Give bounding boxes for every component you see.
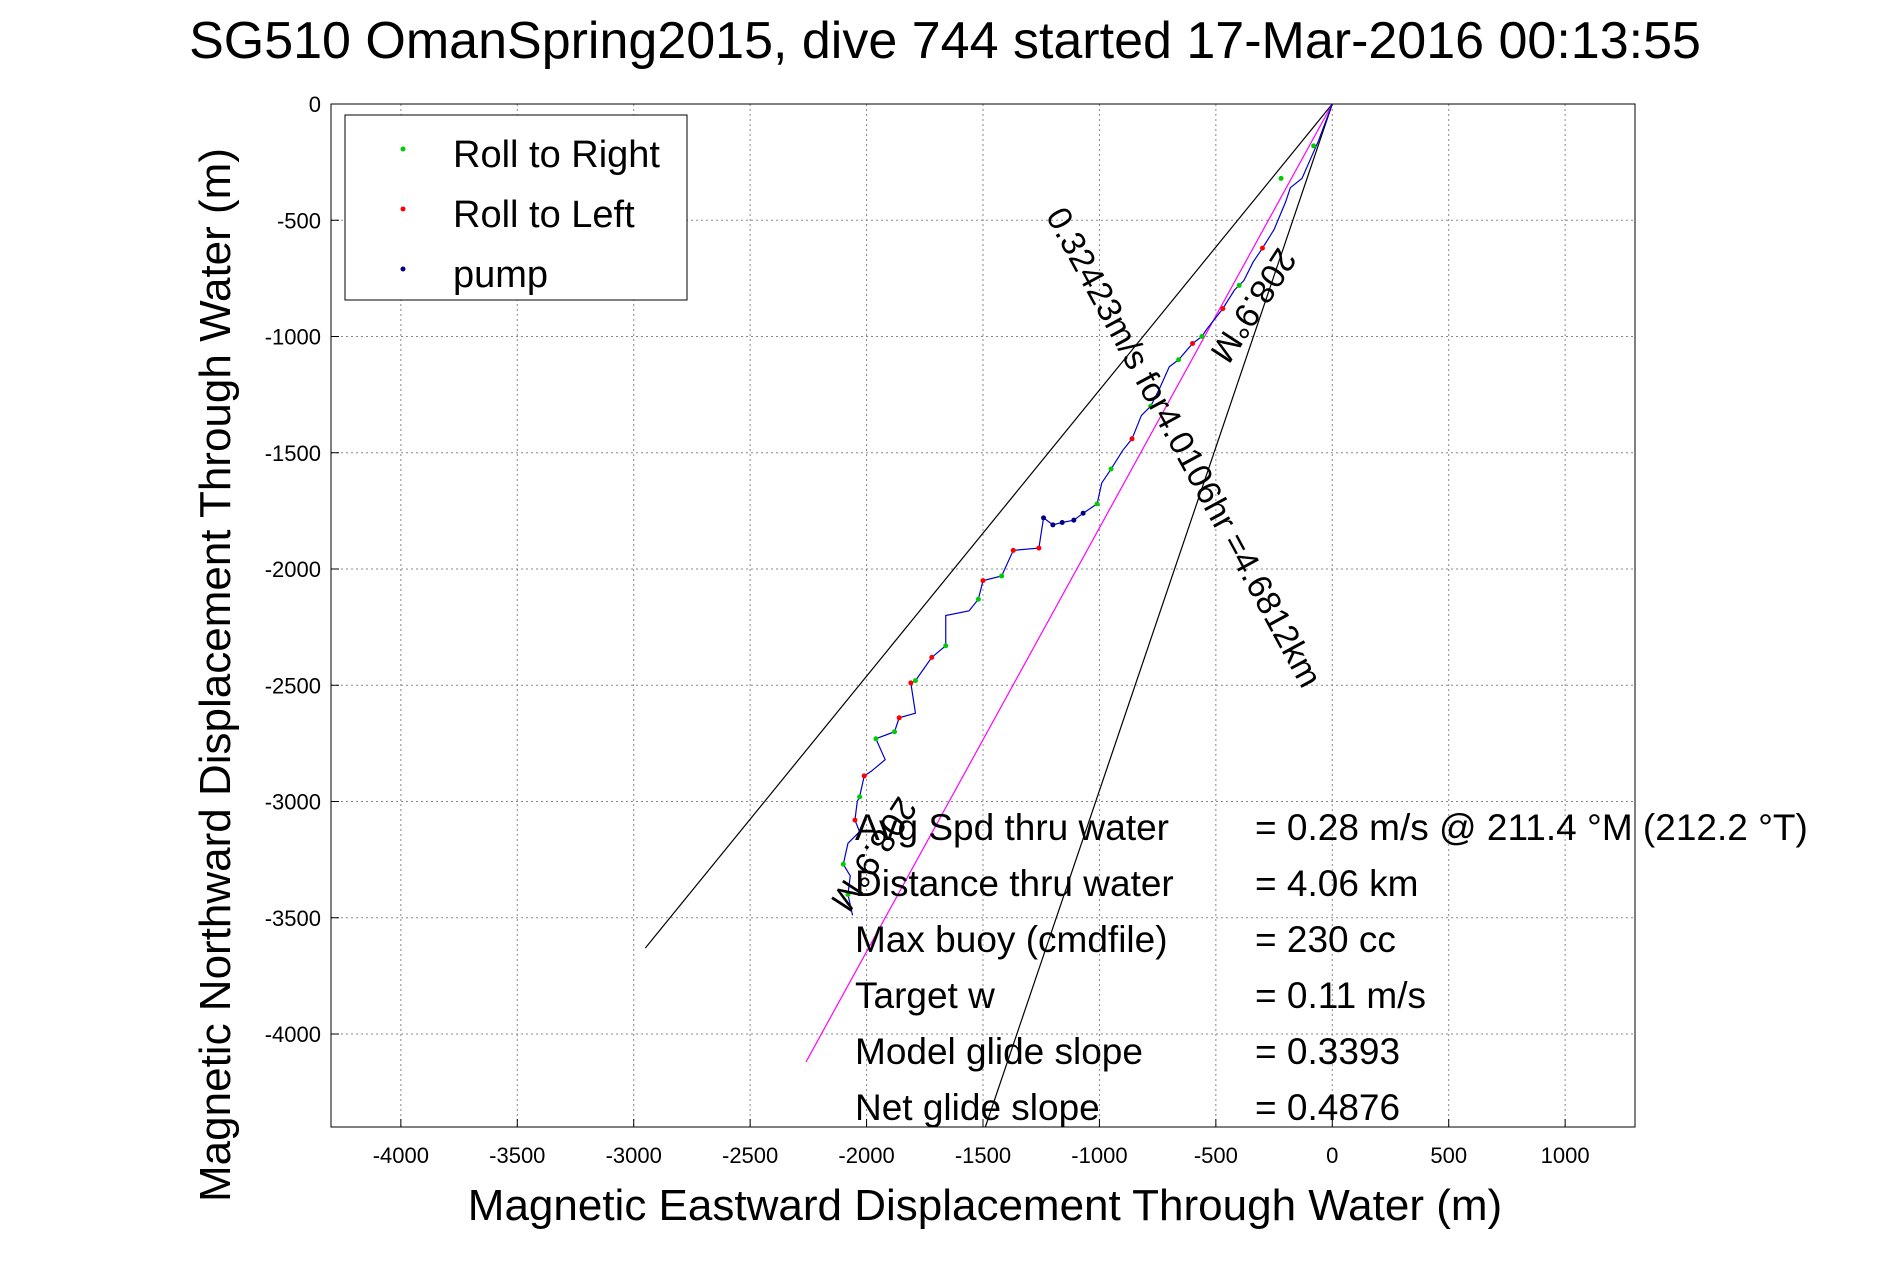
stat-value: = 0.28 m/s @ 211.4 °M (212.2 °T) [1255,807,1808,848]
stat-value: = 230 cc [1255,919,1396,960]
marker-right [857,794,863,800]
marker-right [845,892,851,897]
x-tick-label: -3000 [606,1143,662,1168]
marker-left [1220,306,1226,312]
x-tick-labels: -4000 -3500 -3000 -2500 -2000 -1500 -1000 -500 0… [373,1119,1590,1168]
chart-title: SG510 OmanSpring2015, dive 744 started 1… [189,12,1701,70]
legend-entry-label: Roll to Left [453,194,635,236]
stat-label: Net glide slope [855,1087,1100,1128]
stats-table: Avg Spd thru water = 0.28 m/s @ 211.4 °M … [855,807,1808,1128]
marker-left [929,654,935,660]
stat-label: Model glide slope [855,1031,1143,1072]
legend-marker [400,206,406,212]
legend: Roll to Right Roll to Left pump [344,114,688,301]
marker-right [1148,403,1154,409]
x-tick-label: 1000 [1541,1143,1590,1168]
x-tick-label: -3500 [489,1143,545,1168]
guide-lines [644,103,1333,1128]
stat-value: = 0.3393 [1255,1031,1400,1072]
y-tick-label: -3000 [265,790,321,815]
x-tick-label: -1000 [1071,1143,1127,1168]
marker-pump [1050,522,1056,528]
y-tick-label: -2000 [265,557,321,582]
marker-pump [1080,510,1086,516]
x-tick-label: -500 [1194,1143,1238,1168]
legend-entry-label: pump [453,254,548,296]
heading-upper-label: 208.9°M [1203,242,1304,369]
stat-label: Target w [855,975,995,1016]
y-tick-label: -2500 [265,673,321,698]
y-tick-label: -1500 [265,441,321,466]
legend-marker [400,266,406,272]
marker-left [896,715,902,721]
marker-right [840,861,846,867]
marker-right [1108,466,1114,472]
y-axis-label: Magnetic Northward Displacement Through … [191,148,240,1202]
stat-value: = 4.06 km [1255,863,1419,904]
marker-left [980,578,986,584]
grid-lines [331,103,1635,1127]
marker-right [1176,357,1182,363]
track-line [842,103,1333,916]
track-markers [840,143,1317,897]
marker-right [943,643,949,649]
marker-left [861,773,867,779]
stat-label: Max buoy (cmdfile) [855,919,1168,960]
marker-right [999,573,1005,579]
marker-right [1094,501,1100,507]
y-tick-label: -500 [277,208,321,233]
guide-line [805,103,1333,1063]
marker-left [1036,545,1042,551]
marker-right [912,678,918,684]
x-tick-label: 500 [1430,1143,1467,1168]
x-tick-label: 0 [1326,1143,1338,1168]
marker-left [1190,340,1196,346]
y-tick-label: -4000 [265,1022,321,1047]
marker-left [1129,436,1135,442]
y-tick-label: -1000 [265,325,321,350]
y-tick-labels: 0 -500 -1000 -1500 -2000 -2500 -3000 -3500 -4000 [265,92,339,1047]
marker-left [908,680,914,686]
guide-line [984,103,1333,1128]
stat-label: Avg Spd thru water [855,807,1169,848]
legend-marker [400,146,406,152]
marker-left [1259,245,1265,251]
legend-entry-label: Roll to Right [453,134,660,176]
x-tick-label: -1500 [955,1143,1011,1168]
stat-label: Distance thru water [855,863,1174,904]
marker-right [1278,175,1284,181]
dive-track [842,103,1333,916]
x-tick-label: -4000 [373,1143,429,1168]
guide-line [644,103,1333,949]
x-tick-label: -2000 [838,1143,894,1168]
marker-right [873,736,879,742]
x-tick-label: -2500 [722,1143,778,1168]
y-tick-label: 0 [309,92,321,117]
x-axis-label: Magnetic Eastward Displacement Through W… [468,1181,1502,1230]
stat-value: = 0.11 m/s [1255,975,1426,1016]
marker-pump [1059,520,1065,525]
y-tick-label: -3500 [265,906,321,931]
marker-pump [1071,517,1077,523]
marker-left [1010,547,1016,553]
marker-right [1311,143,1317,149]
marker-right [892,729,898,735]
marker-right [975,596,981,602]
marker-right [1199,334,1205,339]
marker-right [1236,282,1242,288]
stat-value: = 0.4876 [1255,1087,1400,1128]
marker-pump [1041,515,1047,521]
marker-left [852,817,858,823]
